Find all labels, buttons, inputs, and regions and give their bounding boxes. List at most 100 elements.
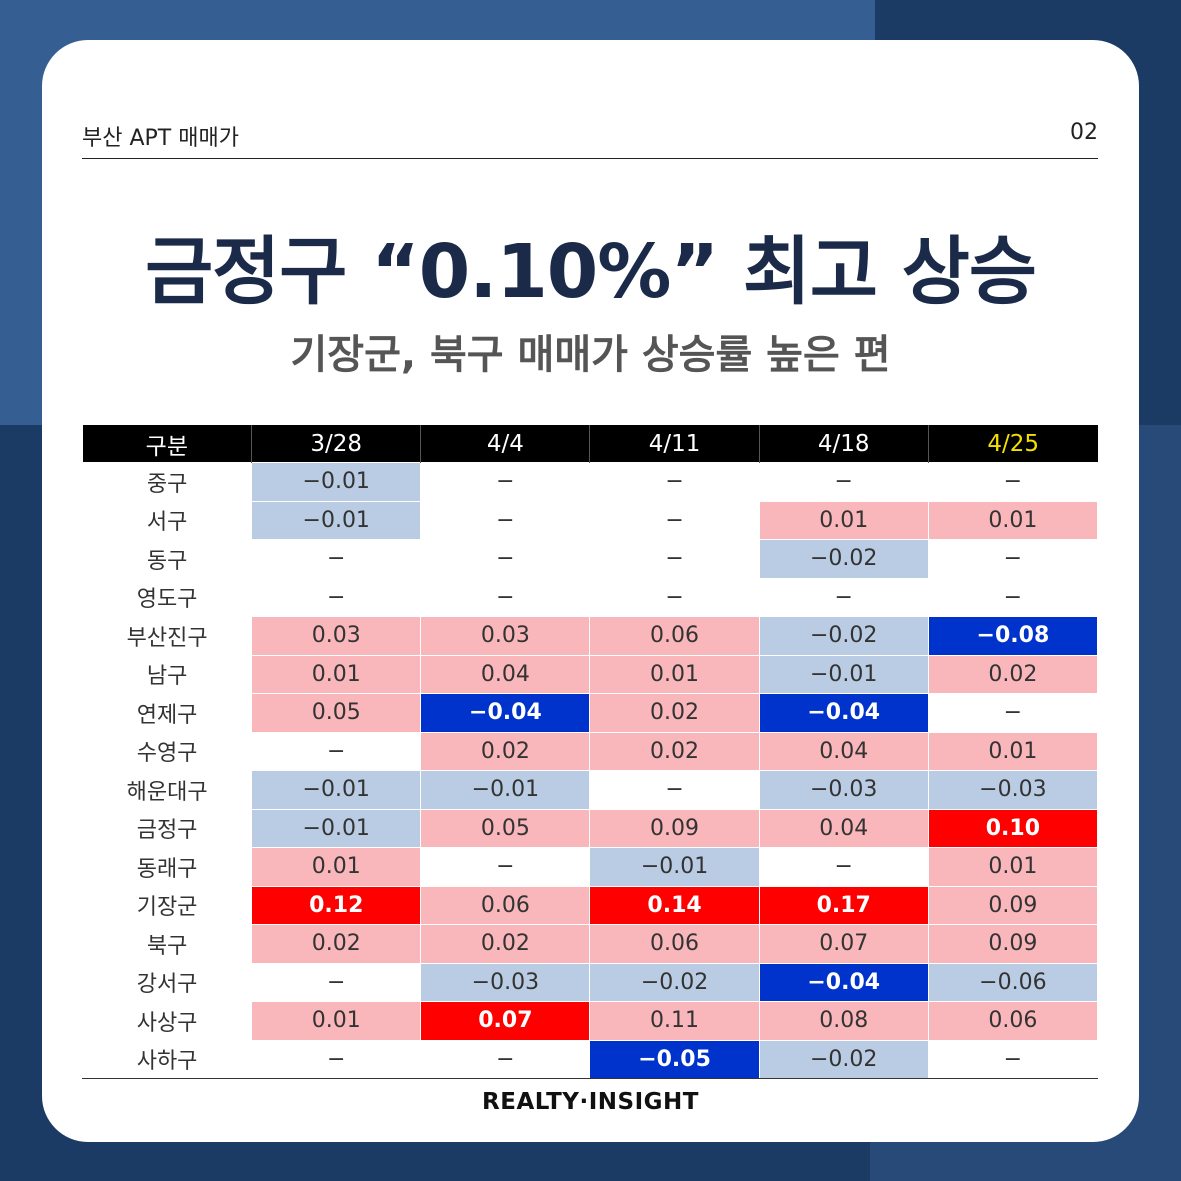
value-cell: − [927, 1039, 1099, 1079]
table-row: 수영구 −0.02 0.02 0.04 0.01 [81, 731, 1099, 771]
district-name: 동래구 [81, 847, 253, 887]
district-name: 사하구 [81, 1039, 253, 1079]
value-cell: 0.09 [927, 924, 1099, 964]
value-cell: 0.01 [251, 1001, 422, 1041]
value-cell: 0.01 [927, 847, 1099, 887]
district-name: 수영구 [81, 731, 253, 771]
district-name: 중구 [81, 462, 253, 502]
value-cell: 0.17 [758, 885, 929, 925]
page-subtitle: 기장군, 북구 매매가 상승률 높은 편 [290, 332, 891, 378]
column-header: 3/28 [251, 425, 421, 463]
district-name: 기장군 [81, 885, 253, 925]
value-cell: 0.05 [420, 808, 591, 848]
value-cell: −0.04 [758, 693, 929, 733]
column-header: 4/4 [420, 425, 590, 463]
district-name: 해운대구 [81, 770, 253, 810]
table-row: 북구 0.02 0.02 0.06 0.07 0.09 [81, 924, 1099, 964]
page-number: 02 [1070, 120, 1098, 145]
value-cell: −0.04 [420, 693, 591, 733]
value-cell: − [758, 577, 929, 617]
district-name: 남구 [81, 654, 253, 694]
value-cell: − [758, 847, 929, 887]
value-cell: 0.11 [589, 1001, 760, 1041]
table-row: 동구 − − − −0.02− [81, 539, 1099, 579]
value-cell: 0.04 [758, 808, 929, 848]
table-body: 중구 −0.01− − − − 서구 −0.01− −0.01 0.01 동구 − − − −0.02− 영… [81, 462, 1099, 1079]
value-cell: − [927, 462, 1099, 502]
table-row: 동래구 0.01− −0.01−0.01 [81, 847, 1099, 887]
district-name: 강서구 [81, 962, 253, 1002]
page-title: 금정구 “0.10%” 최고 상승 [145, 229, 1037, 315]
value-cell: 0.02 [420, 924, 591, 964]
value-cell: −0.04 [758, 962, 929, 1002]
column-header: 4/25 [927, 425, 1098, 463]
corner-header: 구분 [82, 425, 252, 463]
district-name: 사상구 [81, 1001, 253, 1041]
value-cell: 0.08 [758, 1001, 929, 1041]
value-cell: −0.01 [420, 770, 591, 810]
value-cell: 0.06 [927, 1001, 1099, 1041]
value-cell: 0.06 [589, 924, 760, 964]
value-cell: −0.05 [589, 1039, 760, 1079]
value-cell: 0.14 [589, 885, 760, 925]
table-row: 남구 0.01 0.04 0.01 −0.01 0.02 [81, 654, 1099, 694]
brand-footer: REALTY·INSIGHT [482, 1089, 699, 1115]
value-cell: −0.03 [758, 770, 929, 810]
column-header: 4/18 [758, 425, 929, 463]
value-cell: −0.08 [927, 616, 1099, 656]
value-cell: 0.01 [589, 654, 760, 694]
value-cell: − [927, 577, 1099, 617]
table-row: 영도구 − − − − − [81, 577, 1099, 617]
value-cell: 0.09 [589, 808, 760, 848]
table-row: 서구 −0.01− −0.01 0.01 [81, 500, 1099, 540]
district-name: 금정구 [81, 808, 253, 848]
value-cell: 0.03 [420, 616, 591, 656]
value-cell: 0.01 [927, 731, 1099, 771]
table-row: 강서구 − −0.03 −0.02 −0.04 −0.06 [81, 962, 1099, 1002]
value-cell: 0.07 [758, 924, 929, 964]
table-row: 기장군 0.12 0.06 0.14 0.17 0.09 [81, 885, 1099, 925]
value-cell: − [420, 539, 591, 579]
value-cell: − [420, 577, 591, 617]
value-cell: 0.02 [589, 731, 760, 771]
value-cell: − [589, 577, 760, 617]
district-name: 동구 [81, 539, 253, 579]
value-cell: 0.02 [589, 693, 760, 733]
value-cell: −0.01 [589, 847, 760, 887]
value-cell: − [251, 577, 422, 617]
value-cell: −0.01 [251, 462, 422, 502]
table-row: 중구 −0.01− − − − [81, 462, 1099, 502]
value-cell: −0.02 [758, 539, 929, 579]
table-row: 금정구 −0.01 0.05 0.09 0.04 0.10 [81, 808, 1099, 848]
value-cell: −0.03 [420, 962, 591, 1002]
value-cell: − [251, 1039, 422, 1079]
value-cell: − [589, 539, 760, 579]
value-cell: 0.01 [251, 654, 422, 694]
value-cell: −0.01 [251, 808, 422, 848]
value-cell: 0.03 [251, 616, 422, 656]
value-cell: − [927, 693, 1099, 733]
table-row: 연제구 0.05 −0.04 0.02 −0.04− [81, 693, 1099, 733]
value-cell: − [251, 731, 422, 771]
value-cell: − [927, 539, 1099, 579]
value-cell: 0.12 [251, 885, 422, 925]
price-change-table: 구분 3/28 4/4 4/11 4/18 4/25 중구 −0.01− − − − 서구 −0.0… [81, 425, 1099, 1079]
value-cell: 0.07 [420, 1001, 591, 1041]
value-cell: 0.09 [927, 885, 1099, 925]
district-name: 서구 [81, 500, 253, 540]
district-name: 부산진구 [81, 616, 253, 656]
value-cell: − [251, 962, 422, 1002]
value-cell: −0.01 [251, 500, 422, 540]
value-cell: − [420, 500, 591, 540]
value-cell: 0.06 [589, 616, 760, 656]
value-cell: 0.02 [420, 731, 591, 771]
value-cell: −0.02 [758, 616, 929, 656]
value-cell: − [420, 1039, 591, 1079]
district-name: 북구 [81, 924, 253, 964]
value-cell: −0.03 [927, 770, 1099, 810]
table-row: 사하구 − − −0.05 −0.02− [81, 1039, 1099, 1079]
value-cell: −0.01 [758, 654, 929, 694]
value-cell: 0.04 [758, 731, 929, 771]
value-cell: − [420, 462, 591, 502]
value-cell: 0.01 [251, 847, 422, 887]
